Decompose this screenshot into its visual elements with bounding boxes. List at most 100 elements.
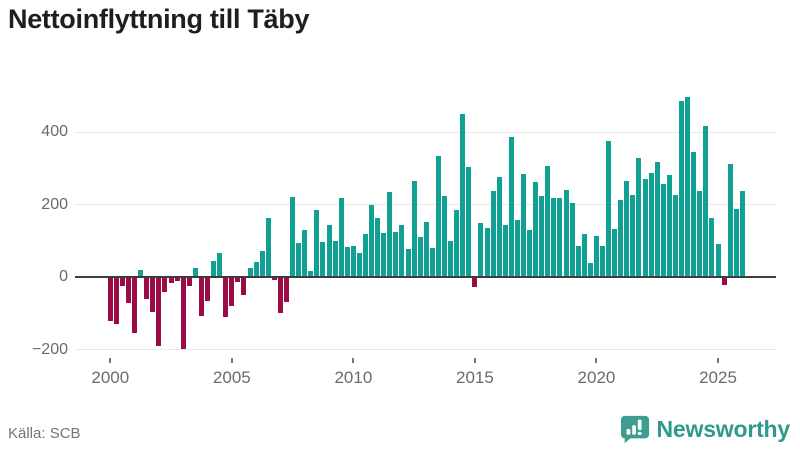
bar-21	[235, 277, 241, 283]
bar-71	[539, 196, 545, 277]
bar-16	[205, 277, 211, 301]
bar-42	[363, 233, 369, 277]
zero-axis-line	[75, 276, 776, 278]
bar-32	[302, 229, 308, 277]
bar-47	[393, 231, 399, 277]
bar-101	[721, 277, 727, 285]
bar-86	[630, 195, 636, 277]
bar-43	[369, 204, 375, 277]
bar-52	[423, 221, 429, 277]
bar-36	[326, 224, 332, 277]
source-caption: Källa: SCB	[8, 425, 81, 442]
bar-79	[587, 262, 593, 277]
bar-25	[259, 250, 265, 277]
bar-19	[223, 277, 229, 317]
bar-22	[241, 277, 247, 296]
bar-98	[703, 125, 709, 277]
bar-70	[533, 182, 539, 277]
bar-85	[624, 180, 630, 277]
bar-51	[417, 236, 423, 277]
newsworthy-logo: Newsworthy	[620, 413, 790, 445]
bar-78	[581, 234, 587, 277]
bar-57	[454, 209, 460, 277]
x-axis-label-2020: 2020	[577, 368, 616, 387]
bar-6	[144, 277, 150, 299]
bar-100	[715, 244, 721, 277]
bar-93	[672, 195, 678, 277]
bar-5	[138, 270, 144, 277]
bar-14	[192, 267, 198, 277]
bar-20	[229, 277, 235, 306]
bar-58	[460, 114, 466, 277]
x-axis-tick-2005	[230, 358, 233, 363]
bar-96	[691, 151, 697, 277]
x-axis-label-2010: 2010	[334, 368, 373, 387]
bar-66	[508, 137, 514, 277]
bar-4	[132, 277, 138, 334]
x-axis-tick-2000	[109, 358, 112, 363]
bar-7	[150, 277, 156, 313]
bar-26	[265, 218, 271, 277]
bar-64	[496, 177, 502, 277]
x-axis-label-2000: 2000	[91, 368, 130, 387]
bar-28	[277, 277, 283, 314]
bar-69	[527, 229, 533, 277]
bar-29	[284, 277, 290, 302]
bar-50	[411, 180, 417, 277]
bar-17	[211, 260, 217, 277]
bar-10	[168, 277, 174, 283]
x-axis-label-2005: 2005	[212, 368, 251, 387]
bar-87	[636, 158, 642, 277]
bar-102	[727, 163, 733, 277]
bar-27	[271, 277, 277, 280]
bar-54	[435, 155, 441, 277]
bar-34	[314, 209, 320, 277]
bar-62	[484, 228, 490, 277]
bar-73	[551, 198, 557, 277]
bar-12	[180, 277, 186, 350]
bar-48	[399, 225, 405, 277]
x-axis-tick-2015	[473, 358, 476, 363]
bar-59	[466, 166, 472, 277]
gridline-y--200	[75, 349, 776, 350]
bar-90	[654, 161, 660, 277]
newsworthy-bubble-chart-icon	[620, 414, 650, 444]
bar-68	[521, 174, 527, 277]
y-axis-label-400: 400	[41, 123, 68, 140]
bar-13	[186, 277, 192, 287]
x-axis-label-2025: 2025	[699, 368, 737, 387]
bar-97	[697, 191, 703, 277]
bar-91	[660, 183, 666, 277]
bar-74	[557, 197, 563, 277]
bar-56	[448, 241, 454, 277]
bar-49	[405, 249, 411, 277]
bar-38	[338, 197, 344, 277]
y-axis-label-200: 200	[41, 195, 68, 213]
bar-31	[296, 242, 302, 277]
bar-82	[606, 141, 612, 277]
bar-18	[217, 253, 223, 277]
x-axis-tick-2010	[352, 358, 355, 363]
bar-76	[569, 203, 575, 277]
bar-9	[162, 277, 168, 292]
bar-88	[642, 179, 648, 277]
bar-72	[545, 165, 551, 277]
bar-103	[733, 208, 739, 277]
bar-1	[113, 277, 119, 324]
bar-60	[472, 277, 478, 287]
bar-35	[320, 242, 326, 277]
bar-81	[600, 245, 606, 277]
bar-84	[618, 200, 624, 277]
gridline-y-200	[75, 204, 776, 205]
bar-83	[612, 228, 618, 277]
y-axis-label--200: −200	[31, 340, 68, 358]
bar-63	[490, 190, 496, 277]
bar-15	[198, 277, 204, 317]
bar-3	[126, 277, 132, 303]
bar-44	[375, 218, 381, 277]
bar-2	[119, 277, 125, 287]
bar-23	[247, 267, 253, 277]
bar-94	[679, 100, 685, 277]
